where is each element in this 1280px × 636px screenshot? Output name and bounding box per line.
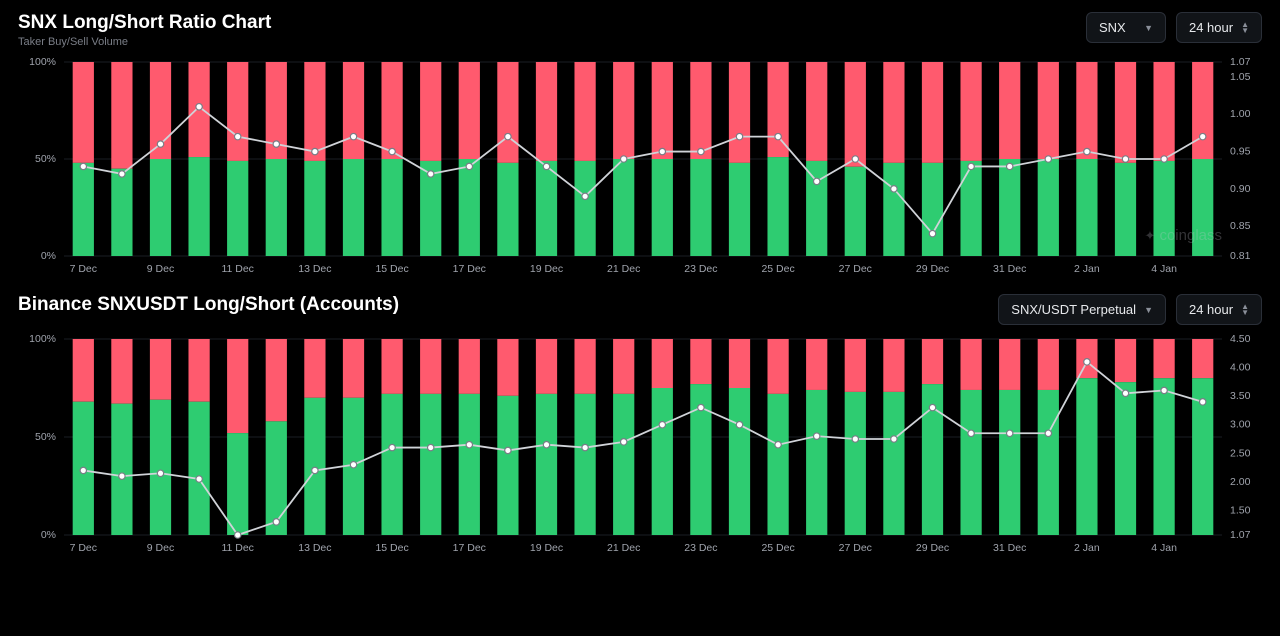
svg-text:9 Dec: 9 Dec	[147, 542, 174, 554]
svg-text:17 Dec: 17 Dec	[453, 263, 486, 275]
svg-text:0.81: 0.81	[1230, 250, 1251, 262]
controls: SNX ▼ 24 hour ▲▼	[1086, 12, 1262, 43]
dropdown-label: SNX/USDT Perpetual	[1011, 302, 1136, 317]
svg-text:1.07: 1.07	[1230, 56, 1251, 68]
titles: Binance SNXUSDT Long/Short (Accounts)	[18, 294, 399, 316]
svg-text:21 Dec: 21 Dec	[607, 542, 640, 554]
svg-text:4 Jan: 4 Jan	[1151, 542, 1177, 554]
svg-text:29 Dec: 29 Dec	[916, 263, 949, 275]
svg-text:2 Jan: 2 Jan	[1074, 542, 1100, 554]
timeframe-dropdown[interactable]: 24 hour ▲▼	[1176, 294, 1262, 325]
svg-text:19 Dec: 19 Dec	[530, 542, 563, 554]
svg-text:25 Dec: 25 Dec	[761, 542, 794, 554]
svg-text:2.00: 2.00	[1230, 476, 1251, 488]
panel-header: SNX Long/Short Ratio Chart Taker Buy/Sel…	[18, 12, 1262, 48]
svg-text:1.05: 1.05	[1230, 71, 1251, 83]
dropdown-label: SNX	[1099, 20, 1136, 35]
svg-text:1.50: 1.50	[1230, 504, 1251, 516]
long-short-chart: 0% 50% 100% 0.81 0.85 0.90 0.95 1.00 1.05 1.07 7 D…	[18, 56, 1262, 276]
svg-text:15 Dec: 15 Dec	[375, 542, 408, 554]
svg-text:3.50: 3.50	[1230, 390, 1251, 402]
dropdown-label: 24 hour	[1189, 302, 1233, 317]
svg-text:2.50: 2.50	[1230, 447, 1251, 459]
svg-text:0%: 0%	[41, 529, 56, 541]
svg-text:31 Dec: 31 Dec	[993, 263, 1026, 275]
svg-text:21 Dec: 21 Dec	[607, 263, 640, 275]
svg-text:31 Dec: 31 Dec	[993, 542, 1026, 554]
svg-text:1.00: 1.00	[1230, 108, 1251, 120]
chart-title: Binance SNXUSDT Long/Short (Accounts)	[18, 294, 399, 316]
svg-text:23 Dec: 23 Dec	[684, 263, 717, 275]
svg-text:100%: 100%	[29, 333, 56, 345]
svg-text:1.07: 1.07	[1230, 529, 1251, 541]
panel-bottom: Binance SNXUSDT Long/Short (Accounts) SN…	[18, 294, 1262, 555]
svg-text:0.85: 0.85	[1230, 220, 1251, 232]
panel-top: SNX Long/Short Ratio Chart Taker Buy/Sel…	[18, 12, 1262, 276]
chart-title: SNX Long/Short Ratio Chart	[18, 12, 271, 34]
svg-text:4.00: 4.00	[1230, 362, 1251, 374]
chevron-down-icon: ▼	[1144, 23, 1153, 33]
svg-text:17 Dec: 17 Dec	[453, 542, 486, 554]
titles: SNX Long/Short Ratio Chart Taker Buy/Sel…	[18, 12, 271, 48]
panel-header: Binance SNXUSDT Long/Short (Accounts) SN…	[18, 294, 1262, 325]
svg-text:9 Dec: 9 Dec	[147, 263, 174, 275]
dropdown-label: 24 hour	[1189, 20, 1233, 35]
pair-dropdown[interactable]: SNX/USDT Perpetual ▼	[998, 294, 1166, 325]
svg-text:0.95: 0.95	[1230, 146, 1251, 158]
svg-text:15 Dec: 15 Dec	[375, 263, 408, 275]
svg-text:13 Dec: 13 Dec	[298, 263, 331, 275]
svg-text:7 Dec: 7 Dec	[70, 542, 97, 554]
svg-text:19 Dec: 19 Dec	[530, 263, 563, 275]
svg-text:27 Dec: 27 Dec	[839, 263, 872, 275]
controls: SNX/USDT Perpetual ▼ 24 hour ▲▼	[998, 294, 1262, 325]
symbol-dropdown[interactable]: SNX ▼	[1086, 12, 1166, 43]
svg-text:11 Dec: 11 Dec	[221, 542, 254, 554]
svg-text:23 Dec: 23 Dec	[684, 542, 717, 554]
svg-text:3.00: 3.00	[1230, 419, 1251, 431]
svg-text:13 Dec: 13 Dec	[298, 542, 331, 554]
svg-text:27 Dec: 27 Dec	[839, 542, 872, 554]
sort-icon: ▲▼	[1241, 22, 1249, 34]
chart-area-bottom: 0% 50% 100% 1.07 1.50 2.00 2.50 3.00 3.50 4.00 4.5…	[18, 333, 1262, 555]
svg-text:2 Jan: 2 Jan	[1074, 263, 1100, 275]
svg-text:4 Jan: 4 Jan	[1151, 263, 1177, 275]
sort-icon: ▲▼	[1241, 304, 1249, 316]
svg-text:4.50: 4.50	[1230, 333, 1251, 345]
svg-text:0%: 0%	[41, 250, 56, 262]
svg-text:29 Dec: 29 Dec	[916, 542, 949, 554]
svg-text:100%: 100%	[29, 56, 56, 68]
long-short-accounts-chart: 0% 50% 100% 1.07 1.50 2.00 2.50 3.00 3.50 4.00 4.5…	[18, 333, 1262, 555]
timeframe-dropdown[interactable]: 24 hour ▲▼	[1176, 12, 1262, 43]
chart-area-top: 0% 50% 100% 0.81 0.85 0.90 0.95 1.00 1.05 1.07 7 D…	[18, 56, 1262, 276]
svg-text:50%: 50%	[35, 153, 56, 165]
svg-text:7 Dec: 7 Dec	[70, 263, 97, 275]
svg-text:25 Dec: 25 Dec	[761, 263, 794, 275]
svg-text:0.90: 0.90	[1230, 183, 1251, 195]
chart-subtitle: Taker Buy/Sell Volume	[18, 36, 271, 48]
svg-text:50%: 50%	[35, 431, 56, 443]
chevron-down-icon: ▼	[1144, 305, 1153, 315]
svg-text:11 Dec: 11 Dec	[221, 263, 254, 275]
